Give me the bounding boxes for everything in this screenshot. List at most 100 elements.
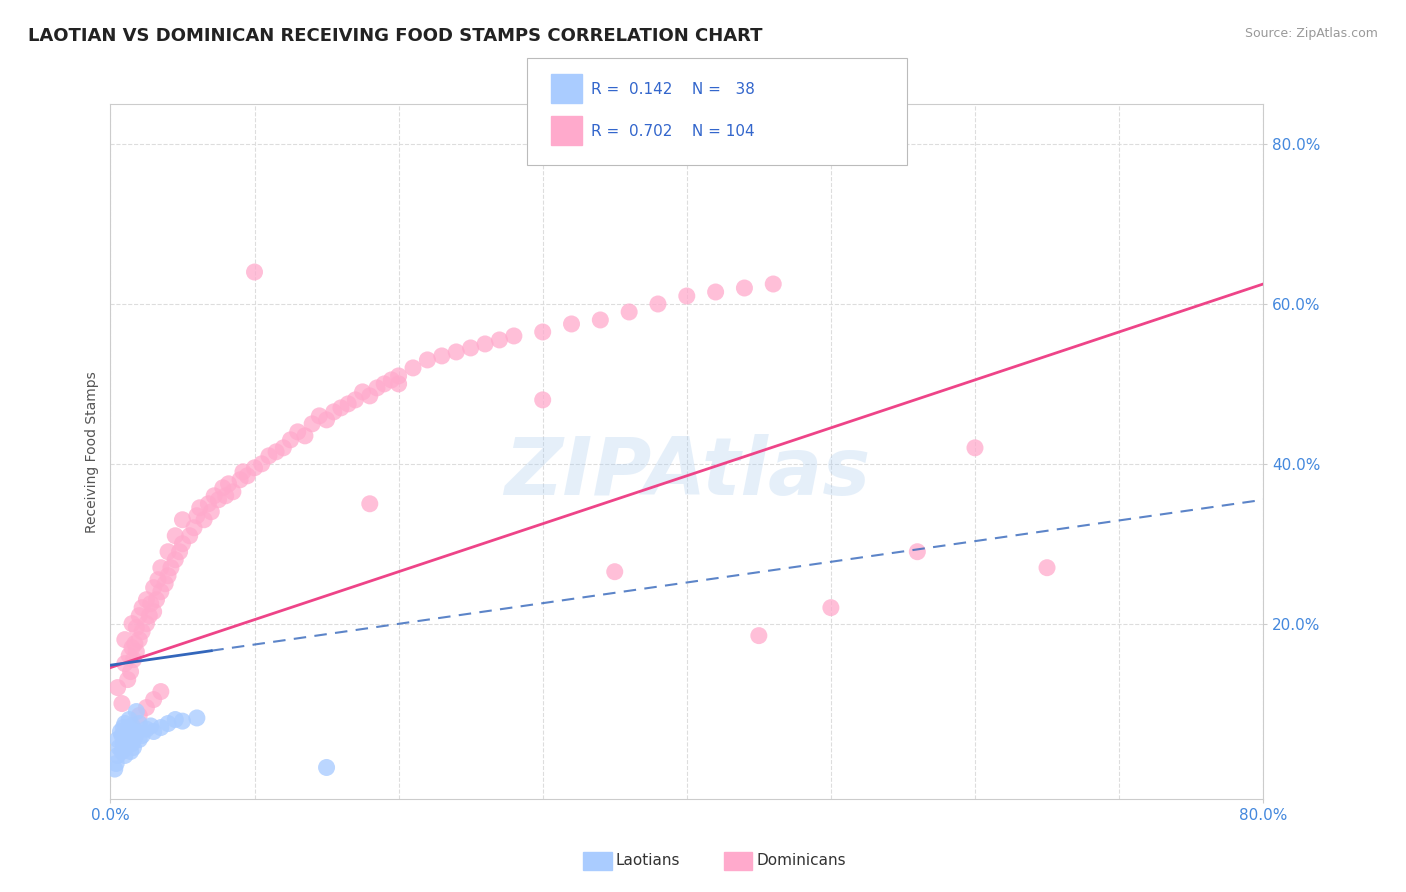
Point bbox=[135, 722, 157, 736]
Point bbox=[308, 409, 330, 423]
Point bbox=[114, 716, 136, 731]
Point bbox=[315, 413, 337, 427]
Point bbox=[172, 714, 194, 728]
Point bbox=[105, 756, 128, 771]
Point bbox=[186, 508, 208, 523]
Point bbox=[107, 748, 129, 763]
Point bbox=[124, 730, 146, 744]
Point bbox=[138, 608, 160, 623]
Point bbox=[125, 724, 148, 739]
Point bbox=[617, 305, 640, 319]
Point bbox=[197, 497, 219, 511]
Point bbox=[115, 729, 138, 743]
Point bbox=[294, 429, 316, 443]
Point bbox=[124, 637, 146, 651]
Point bbox=[560, 317, 582, 331]
Point bbox=[145, 592, 167, 607]
Point bbox=[183, 521, 205, 535]
Point bbox=[905, 545, 928, 559]
Point bbox=[121, 719, 143, 733]
Point bbox=[120, 665, 142, 679]
Point bbox=[120, 727, 142, 741]
Point bbox=[125, 705, 148, 719]
Point bbox=[135, 592, 157, 607]
Point bbox=[704, 285, 727, 299]
Point bbox=[114, 657, 136, 671]
Point bbox=[135, 700, 157, 714]
Point bbox=[128, 608, 150, 623]
Point bbox=[153, 576, 176, 591]
Point bbox=[104, 762, 127, 776]
Point bbox=[474, 337, 496, 351]
Point bbox=[243, 265, 266, 279]
Point bbox=[122, 740, 145, 755]
Point bbox=[114, 632, 136, 647]
Point bbox=[118, 648, 141, 663]
Point bbox=[160, 560, 183, 574]
Point bbox=[330, 401, 353, 415]
Point bbox=[107, 681, 129, 695]
Point bbox=[820, 600, 842, 615]
Point bbox=[149, 684, 172, 698]
Point bbox=[149, 560, 172, 574]
Point bbox=[430, 349, 453, 363]
Point bbox=[125, 621, 148, 635]
Point bbox=[157, 545, 180, 559]
Point bbox=[118, 713, 141, 727]
Point bbox=[273, 441, 295, 455]
Point bbox=[589, 313, 612, 327]
Point bbox=[128, 732, 150, 747]
Point bbox=[211, 481, 233, 495]
Point bbox=[531, 325, 554, 339]
Point bbox=[149, 584, 172, 599]
Point bbox=[128, 632, 150, 647]
Point bbox=[287, 425, 309, 439]
Point bbox=[762, 277, 785, 291]
Point bbox=[373, 376, 395, 391]
Point bbox=[416, 353, 439, 368]
Point bbox=[344, 392, 367, 407]
Point bbox=[675, 289, 697, 303]
Point bbox=[165, 552, 187, 566]
Point bbox=[117, 722, 139, 736]
Point bbox=[1036, 560, 1059, 574]
Point bbox=[188, 500, 211, 515]
Y-axis label: Receiving Food Stamps: Receiving Food Stamps bbox=[86, 371, 100, 533]
Point bbox=[257, 449, 280, 463]
Point bbox=[193, 513, 215, 527]
Point bbox=[359, 389, 381, 403]
Point bbox=[733, 281, 755, 295]
Point bbox=[135, 616, 157, 631]
Point bbox=[107, 732, 129, 747]
Point bbox=[165, 713, 187, 727]
Point bbox=[172, 537, 194, 551]
Text: Dominicans: Dominicans bbox=[756, 854, 846, 868]
Point bbox=[142, 605, 165, 619]
Point bbox=[179, 529, 201, 543]
Point bbox=[963, 441, 986, 455]
Point bbox=[146, 573, 169, 587]
Point bbox=[315, 760, 337, 774]
Point bbox=[122, 652, 145, 666]
Point bbox=[531, 392, 554, 407]
Point bbox=[172, 513, 194, 527]
Point bbox=[165, 529, 187, 543]
Point bbox=[114, 748, 136, 763]
Point bbox=[200, 505, 222, 519]
Point bbox=[222, 484, 245, 499]
Point bbox=[125, 645, 148, 659]
Point bbox=[110, 724, 132, 739]
Point bbox=[121, 640, 143, 655]
Point bbox=[157, 716, 180, 731]
Point bbox=[366, 381, 388, 395]
Point bbox=[388, 376, 411, 391]
Point bbox=[647, 297, 669, 311]
Point bbox=[488, 333, 510, 347]
Text: R =  0.702    N = 104: R = 0.702 N = 104 bbox=[591, 124, 754, 138]
Text: Laotians: Laotians bbox=[616, 854, 681, 868]
Point bbox=[218, 476, 240, 491]
Point bbox=[232, 465, 254, 479]
Point bbox=[128, 708, 150, 723]
Point bbox=[121, 616, 143, 631]
Point bbox=[603, 565, 626, 579]
